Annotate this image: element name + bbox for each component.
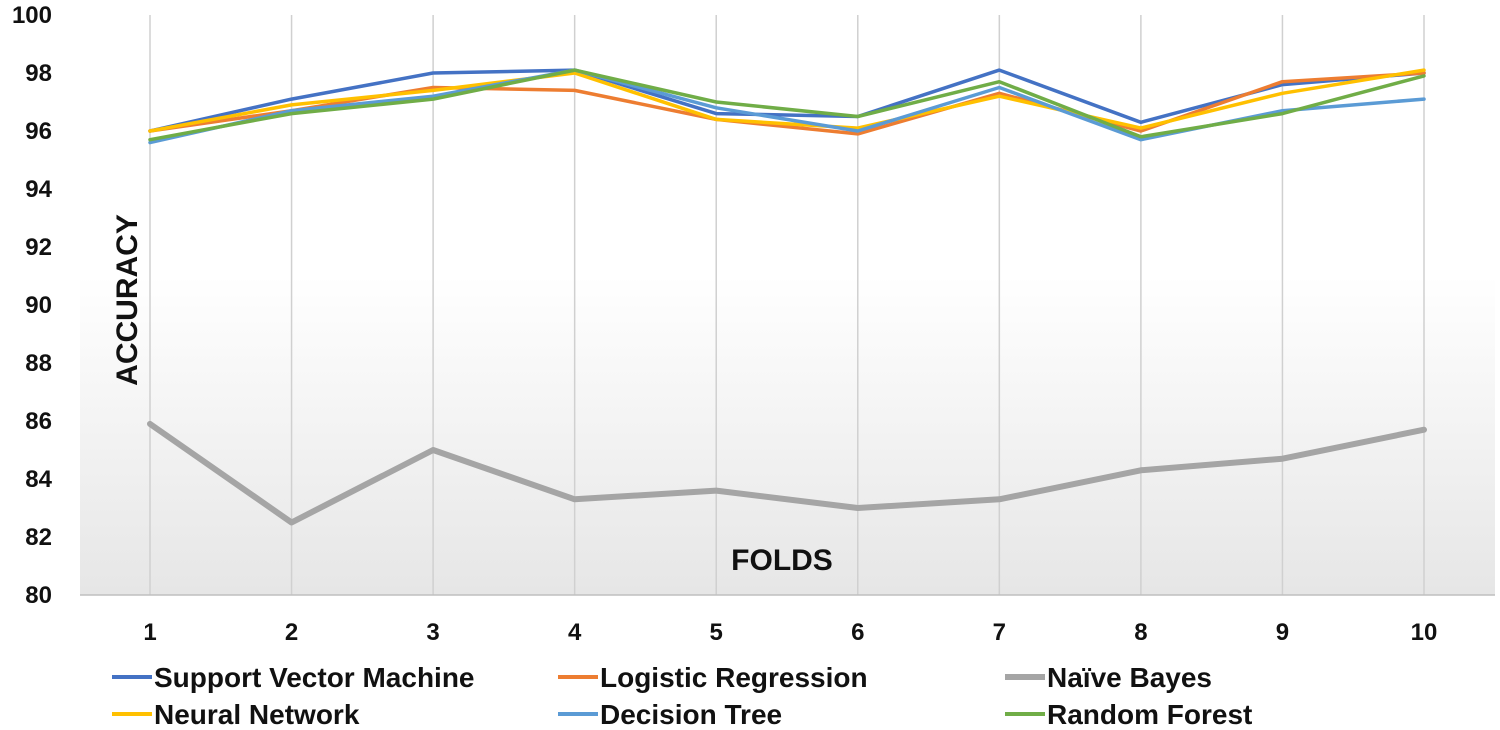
series-line-neural-network <box>148 68 1426 133</box>
legend: Support Vector Machine Logistic Regressio… <box>112 662 1252 730</box>
series-line-random-forest <box>148 68 1426 142</box>
y-tick-label: 90 <box>25 292 52 319</box>
x-tick-label: 7 <box>993 619 1006 646</box>
y-axis-ticks: 80 82 84 86 88 90 92 94 96 98 100 <box>12 2 53 609</box>
legend-label-na-ve-bayes: Naïve Bayes <box>1047 662 1212 693</box>
y-tick-label: 84 <box>25 466 52 493</box>
legend-label-logistic-regression: Logistic Regression <box>600 662 868 693</box>
x-tick-label: 1 <box>143 619 156 646</box>
y-tick-label: 80 <box>25 582 52 609</box>
x-tick-label: 10 <box>1411 619 1438 646</box>
series-line-support-vector-machine <box>148 68 1426 133</box>
y-tick-label: 94 <box>25 176 52 203</box>
x-axis-ticks: 1 2 3 4 5 6 7 8 9 10 <box>143 619 1437 646</box>
series-line-na-ve-bayes <box>147 420 1427 526</box>
y-tick-label: 96 <box>25 118 52 145</box>
x-tick-label: 6 <box>851 619 864 646</box>
x-tick-label: 4 <box>568 619 582 646</box>
series-lines <box>147 68 1427 526</box>
y-tick-label: 100 <box>12 2 52 29</box>
legend-label-random-forest: Random Forest <box>1047 699 1252 730</box>
x-tick-label: 2 <box>285 619 298 646</box>
y-tick-label: 98 <box>25 60 52 87</box>
y-tick-label: 92 <box>25 234 52 261</box>
y-tick-label: 82 <box>25 524 52 551</box>
y-axis-title: ACCURACY <box>111 214 144 386</box>
x-tick-label: 9 <box>1276 619 1289 646</box>
legend-label-neural-network: Neural Network <box>154 699 360 730</box>
y-tick-label: 88 <box>25 350 52 377</box>
x-axis-title: FOLDS <box>731 544 833 577</box>
x-tick-label: 5 <box>710 619 723 646</box>
x-tick-label: 3 <box>426 619 439 646</box>
x-tick-label: 8 <box>1134 619 1147 646</box>
legend-label-support-vector-machine: Support Vector Machine <box>154 662 475 693</box>
legend-label-decision-tree: Decision Tree <box>600 699 782 730</box>
y-tick-label: 86 <box>25 408 52 435</box>
